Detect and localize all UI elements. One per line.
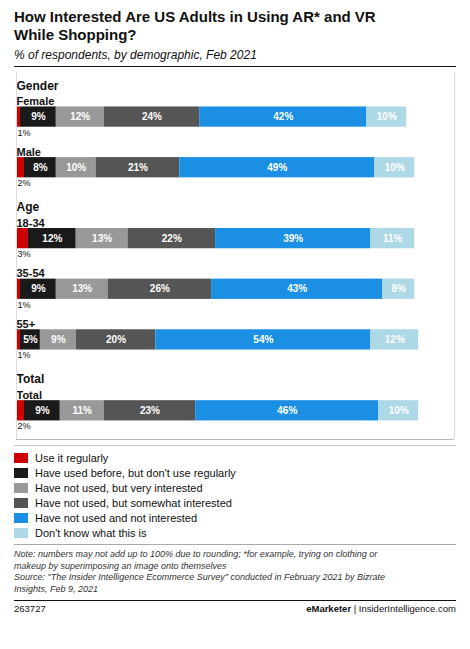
svg-text:Total: Total	[17, 372, 45, 386]
svg-text:10%: 10%	[385, 162, 405, 173]
html-text:Use it regularly: Use it regularly	[35, 451, 109, 464]
svg-text:Female: Female	[17, 95, 55, 107]
svg-text:9%: 9%	[31, 283, 46, 294]
html-text:eMarketer | InsiderIntelligenc: eMarketer | InsiderIntelligence.com	[306, 603, 456, 614]
html-text:makeup by superimposing an ima: makeup by superimposing an image onto th…	[14, 560, 227, 571]
html-text:Source: "The Insider Intellige: Source: "The Insider Intelligence Ecomme…	[14, 572, 386, 582]
svg-text:21%: 21%	[128, 162, 148, 173]
svg-text:55+: 55+	[17, 318, 36, 330]
svg-text:20%: 20%	[106, 334, 126, 345]
html-text:How Interested Are US Adults i: How Interested Are US Adults in Using AR…	[14, 8, 376, 43]
svg-text:13%: 13%	[72, 283, 92, 294]
svg-text:2%: 2%	[18, 178, 31, 188]
svg-text:22%: 22%	[162, 233, 182, 244]
svg-text:3%: 3%	[18, 249, 31, 259]
svg-text:18-34: 18-34	[17, 217, 46, 229]
html-text:Don't know what this is: Don't know what this is	[35, 526, 147, 539]
svg-text:12%: 12%	[385, 334, 405, 345]
html-text:263727: 263727	[14, 603, 46, 614]
svg-text:Age: Age	[17, 200, 40, 214]
svg-text:10%: 10%	[66, 162, 86, 173]
svg-text:9%: 9%	[31, 111, 46, 122]
svg-text:23%: 23%	[140, 405, 160, 416]
svg-text:54%: 54%	[253, 334, 273, 345]
svg-text:43%: 43%	[287, 283, 307, 294]
svg-text:Gender: Gender	[17, 79, 59, 93]
svg-text:Male: Male	[17, 146, 41, 158]
html-text:Have not used and not interest: Have not used and not interested	[35, 511, 198, 524]
svg-text:42%: 42%	[273, 111, 293, 122]
html-text:Have not used, but somewhat in: Have not used, but somewhat interested	[35, 496, 232, 509]
svg-text:1%: 1%	[18, 350, 31, 360]
svg-text:9%: 9%	[51, 334, 66, 345]
html-text:Insights, Feb 9, 2021: Insights, Feb 9, 2021	[14, 583, 99, 594]
html-text:% of respondents, by demograph: % of respondents, by demographic, Feb 20…	[14, 48, 257, 62]
svg-text:49%: 49%	[267, 162, 287, 173]
svg-text:46%: 46%	[277, 405, 297, 416]
svg-text:24%: 24%	[142, 111, 162, 122]
svg-text:10%: 10%	[389, 405, 409, 416]
svg-text:1%: 1%	[18, 128, 31, 138]
svg-text:2%: 2%	[18, 421, 31, 431]
svg-text:8%: 8%	[33, 162, 48, 173]
svg-text:35-54: 35-54	[17, 267, 46, 279]
svg-text:10%: 10%	[377, 111, 397, 122]
svg-text:9%: 9%	[35, 405, 50, 416]
svg-text:26%: 26%	[150, 283, 170, 294]
svg-text:12%: 12%	[42, 233, 62, 244]
svg-text:8%: 8%	[392, 283, 407, 294]
svg-text:11%: 11%	[383, 233, 403, 244]
html-text:Have used before, but don't us: Have used before, but don't use regularl…	[35, 466, 236, 479]
svg-text:39%: 39%	[283, 233, 303, 244]
html-text:Have not used, but very intere: Have not used, but very interested	[35, 481, 203, 494]
svg-text:13%: 13%	[92, 233, 112, 244]
svg-text:12%: 12%	[70, 111, 90, 122]
html-text:Note: numbers may not add up t: Note: numbers may not add up to 100% due…	[14, 549, 378, 559]
svg-text:11%: 11%	[72, 405, 92, 416]
svg-text:Total: Total	[17, 389, 42, 401]
svg-text:5%: 5%	[23, 334, 38, 345]
svg-text:1%: 1%	[18, 300, 31, 310]
